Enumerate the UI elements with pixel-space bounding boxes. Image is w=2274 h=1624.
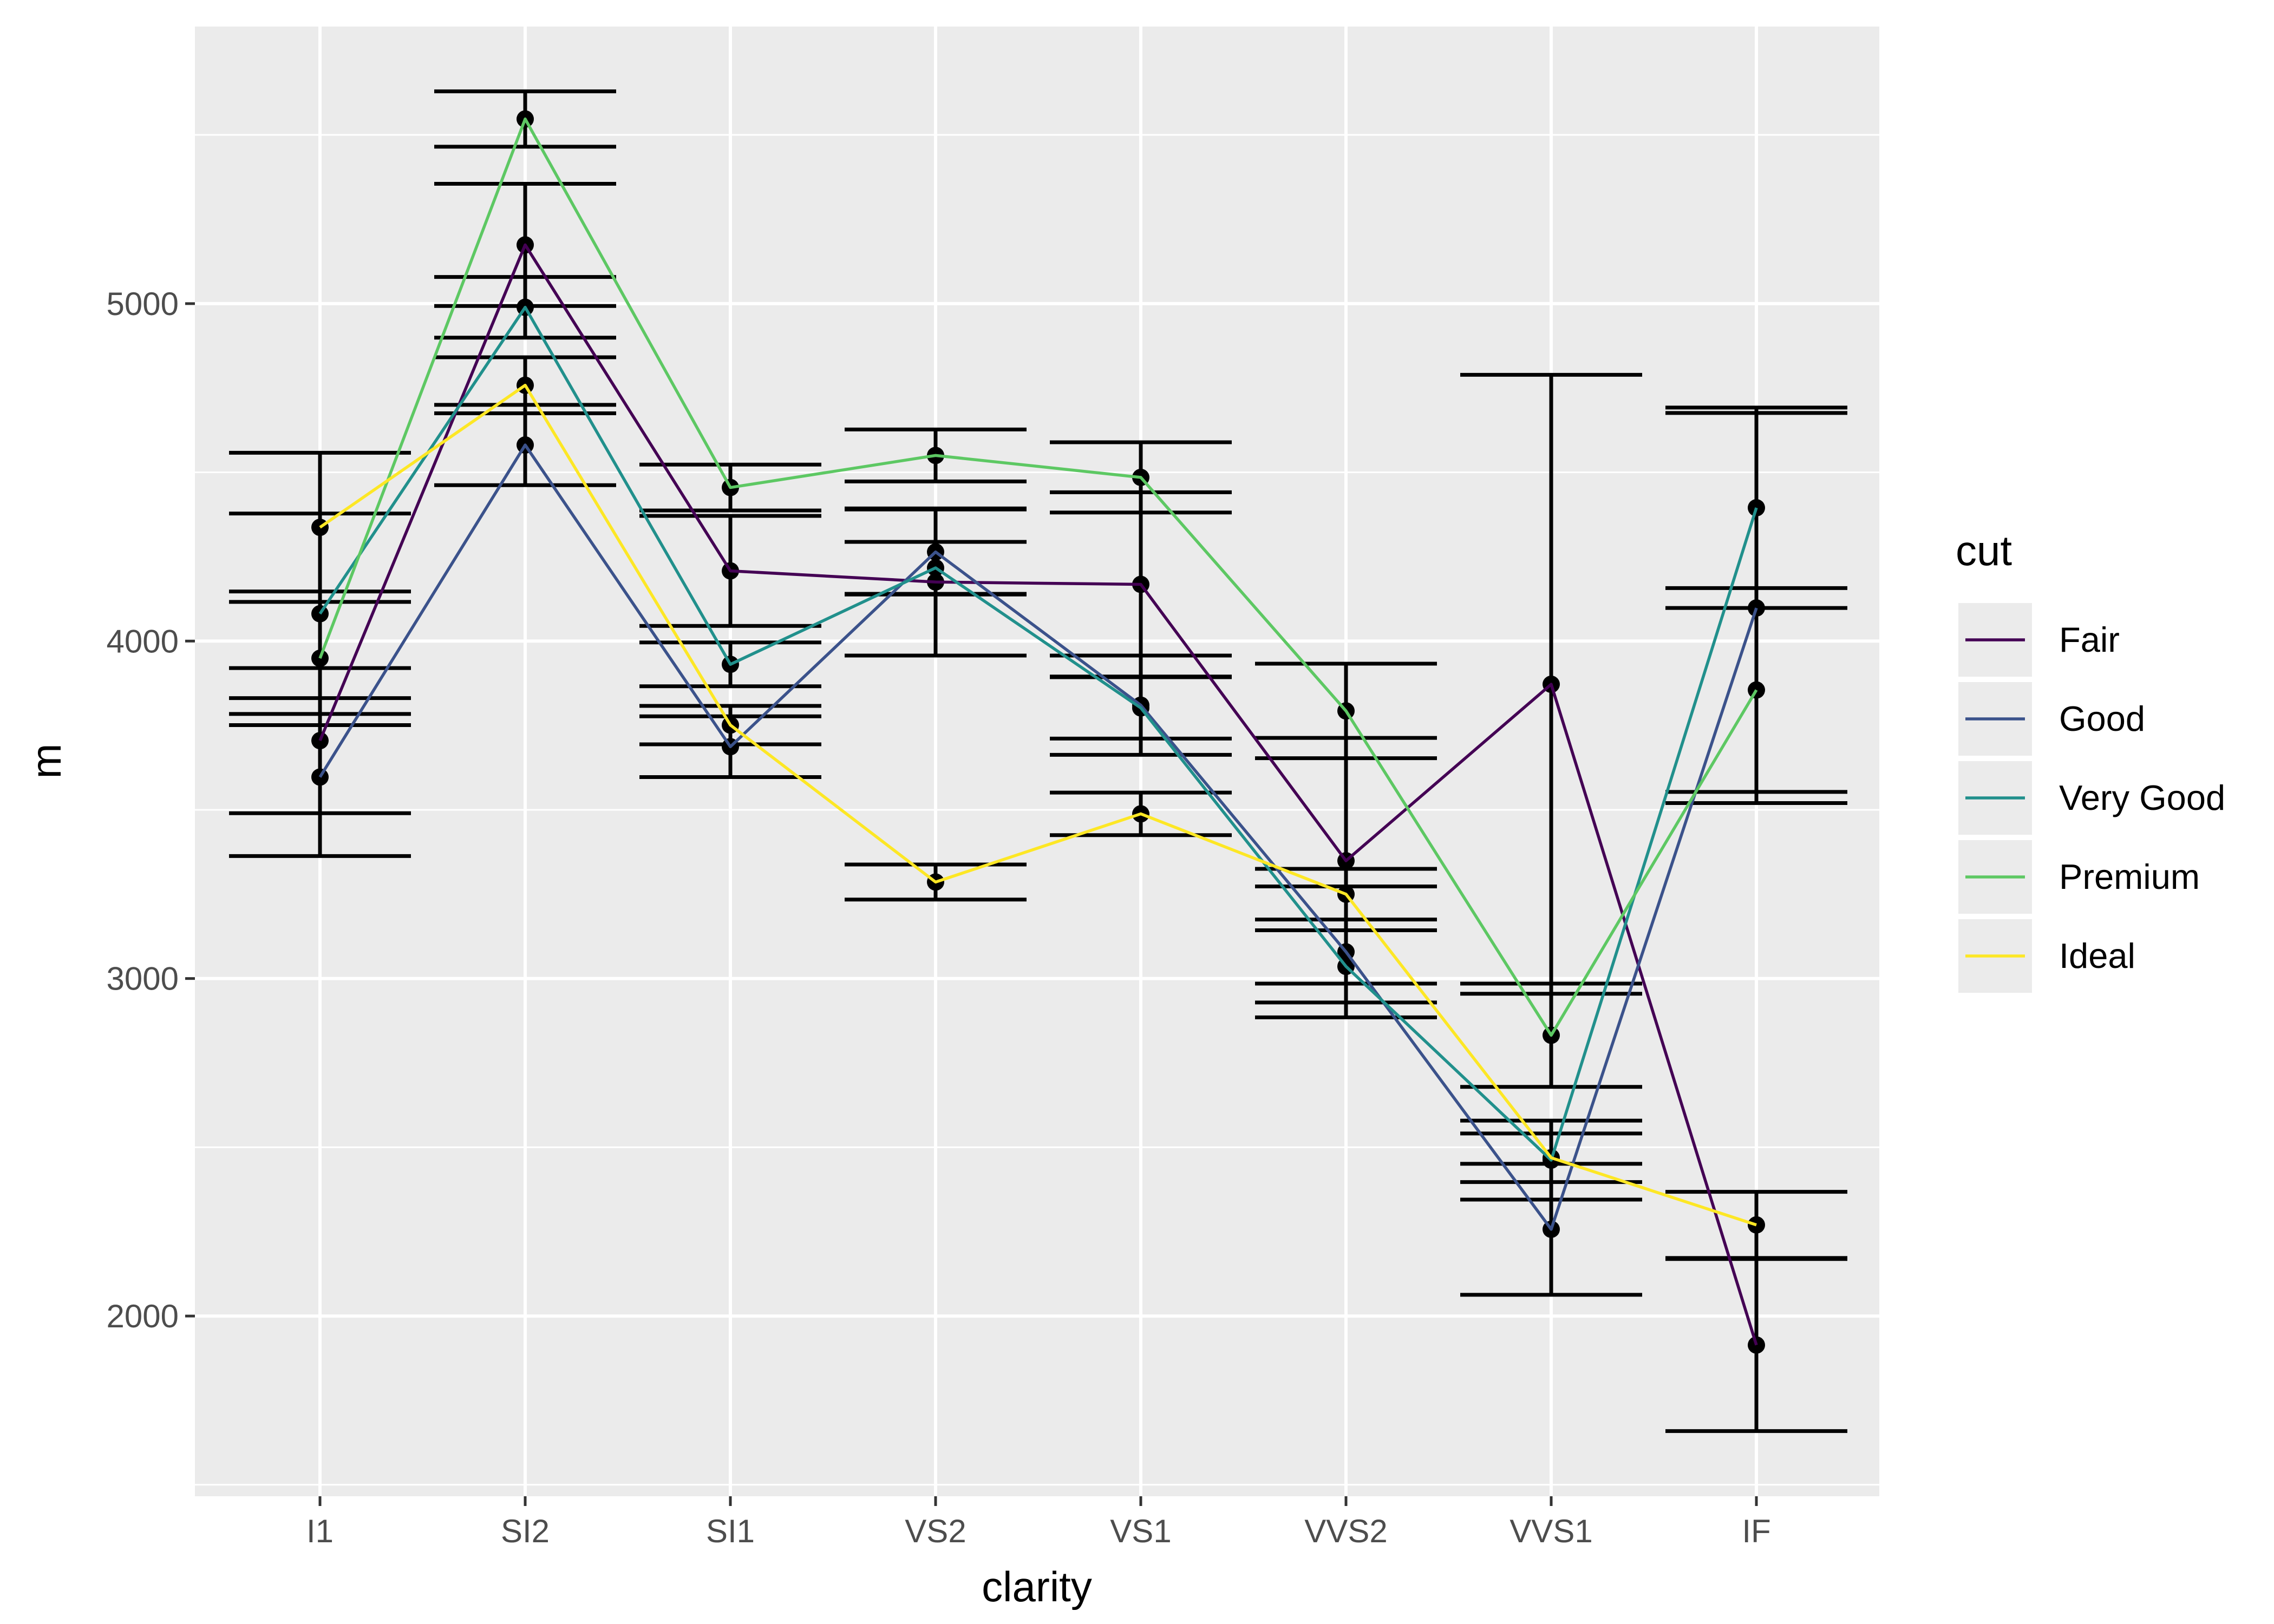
legend-label: Ideal	[2059, 936, 2135, 975]
series-line-good	[318, 443, 1758, 1231]
series-line-very-good	[318, 305, 1758, 1162]
legend: cut Fair Good Very Good Premium Ideal	[1956, 527, 2225, 993]
legend-label: Premium	[2059, 857, 2200, 896]
axes: 2000 3000 4000 5000 I1 SI2 SI1 VS2 VS1 VVS2 VVS1 IF	[107, 286, 1771, 1549]
y-tick-label: 5000	[107, 286, 179, 322]
legend-item: Good	[1958, 682, 2145, 756]
y-tick-label: 3000	[107, 961, 179, 997]
y-tick-label: 2000	[107, 1298, 179, 1334]
legend-label: Good	[2059, 699, 2145, 738]
legend-item: Fair	[1958, 603, 2120, 677]
series-line-fair	[318, 243, 1758, 1346]
plot-panel	[195, 27, 1879, 1496]
x-axis-title: clarity	[982, 1563, 1092, 1610]
series-line-premium	[318, 117, 1758, 1037]
series-lines	[318, 117, 1758, 1346]
error-bars	[229, 89, 1847, 1433]
legend-title: cut	[1956, 527, 2012, 574]
series-line-ideal	[319, 383, 1757, 1227]
legend-label: Very Good	[2059, 778, 2225, 817]
legend-label: Fair	[2059, 620, 2120, 659]
legend-item: Premium	[1958, 840, 2200, 914]
legend-item: Very Good	[1958, 761, 2225, 835]
x-tick-label: VS1	[1110, 1513, 1171, 1549]
x-tick-label: VVS2	[1304, 1513, 1387, 1549]
x-tick-label: SI2	[501, 1513, 550, 1549]
x-tick-label: IF	[1742, 1513, 1770, 1549]
y-axis-title: m	[22, 744, 70, 779]
x-tick-label: VS2	[905, 1513, 966, 1549]
y-tick-label: 4000	[107, 623, 179, 659]
x-tick-label: SI1	[706, 1513, 755, 1549]
x-tick-label: VVS1	[1510, 1513, 1592, 1549]
x-tick-label: I1	[306, 1513, 334, 1549]
legend-item: Ideal	[1958, 919, 2135, 993]
